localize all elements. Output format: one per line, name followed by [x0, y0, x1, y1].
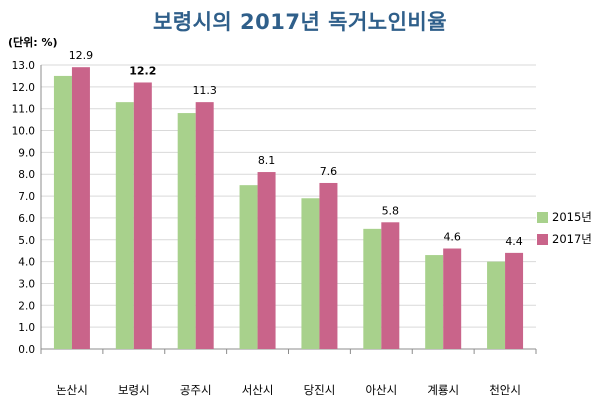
legend-label-2017: 2017년: [552, 232, 592, 246]
category-label: 공주시: [180, 383, 212, 397]
bar-2017: [257, 172, 276, 349]
bar-2015: [53, 75, 72, 349]
bar-2015: [363, 228, 382, 349]
category-label: 계룡시: [427, 383, 459, 397]
y-tick-label: 5.0: [18, 235, 35, 247]
category-label: 당진시: [304, 383, 336, 397]
bar-2017: [71, 67, 90, 349]
data-label: 11.3: [192, 84, 217, 97]
legend-swatch-2015: [537, 211, 548, 223]
data-label: 8.1: [258, 154, 276, 167]
bar-2017: [381, 222, 400, 349]
legend: 2015년 2017년: [537, 206, 592, 250]
y-tick-label: 12.0: [12, 82, 35, 94]
category-label: 보령시: [118, 383, 150, 397]
y-tick-label: 6.0: [18, 213, 35, 225]
y-tick-label: 3.0: [18, 278, 35, 290]
y-tick-label: 0.0: [18, 344, 35, 356]
y-tick-label: 4.0: [18, 257, 35, 269]
bar-2015: [239, 185, 258, 349]
data-label: 12.2: [129, 64, 156, 77]
y-tick-label: 1.0: [18, 322, 35, 334]
y-tick-label: 11.0: [12, 104, 35, 116]
y-tick-label: 10.0: [12, 126, 35, 138]
data-label: 4.4: [505, 235, 523, 248]
bar-2015: [177, 113, 196, 349]
legend-item-2015: 2015년: [537, 206, 592, 228]
legend-item-2017: 2017년: [537, 228, 592, 250]
category-label: 아산시: [365, 383, 397, 397]
data-label: 12.9: [69, 49, 94, 62]
data-label: 7.6: [320, 165, 338, 178]
bar-2015: [115, 102, 134, 349]
unit-label: (단위: %): [8, 36, 58, 49]
bar-2015: [425, 255, 444, 349]
data-label: 4.6: [443, 231, 461, 244]
category-label: 서산시: [242, 383, 274, 397]
y-tick-label: 13.0: [12, 60, 35, 72]
data-label: 5.8: [382, 204, 400, 217]
bar-2017: [443, 248, 462, 349]
bar-2017: [319, 182, 338, 349]
y-tick-label: 9.0: [18, 147, 35, 159]
bar-2017: [195, 102, 214, 349]
bar-2015: [487, 261, 506, 349]
category-label: 천안시: [489, 383, 521, 397]
bar-2017: [133, 82, 152, 349]
bar-2017: [505, 252, 524, 349]
y-tick-label: 8.0: [18, 169, 35, 181]
legend-label-2015: 2015년: [552, 210, 592, 224]
y-tick-label: 7.0: [18, 191, 35, 203]
legend-swatch-2017: [537, 233, 548, 245]
chart-title: 보령시의 2017년 독거노인비율: [152, 10, 448, 34]
bar-2015: [301, 198, 320, 349]
y-tick-label: 2.0: [18, 300, 35, 312]
category-label: 논산시: [56, 383, 88, 397]
